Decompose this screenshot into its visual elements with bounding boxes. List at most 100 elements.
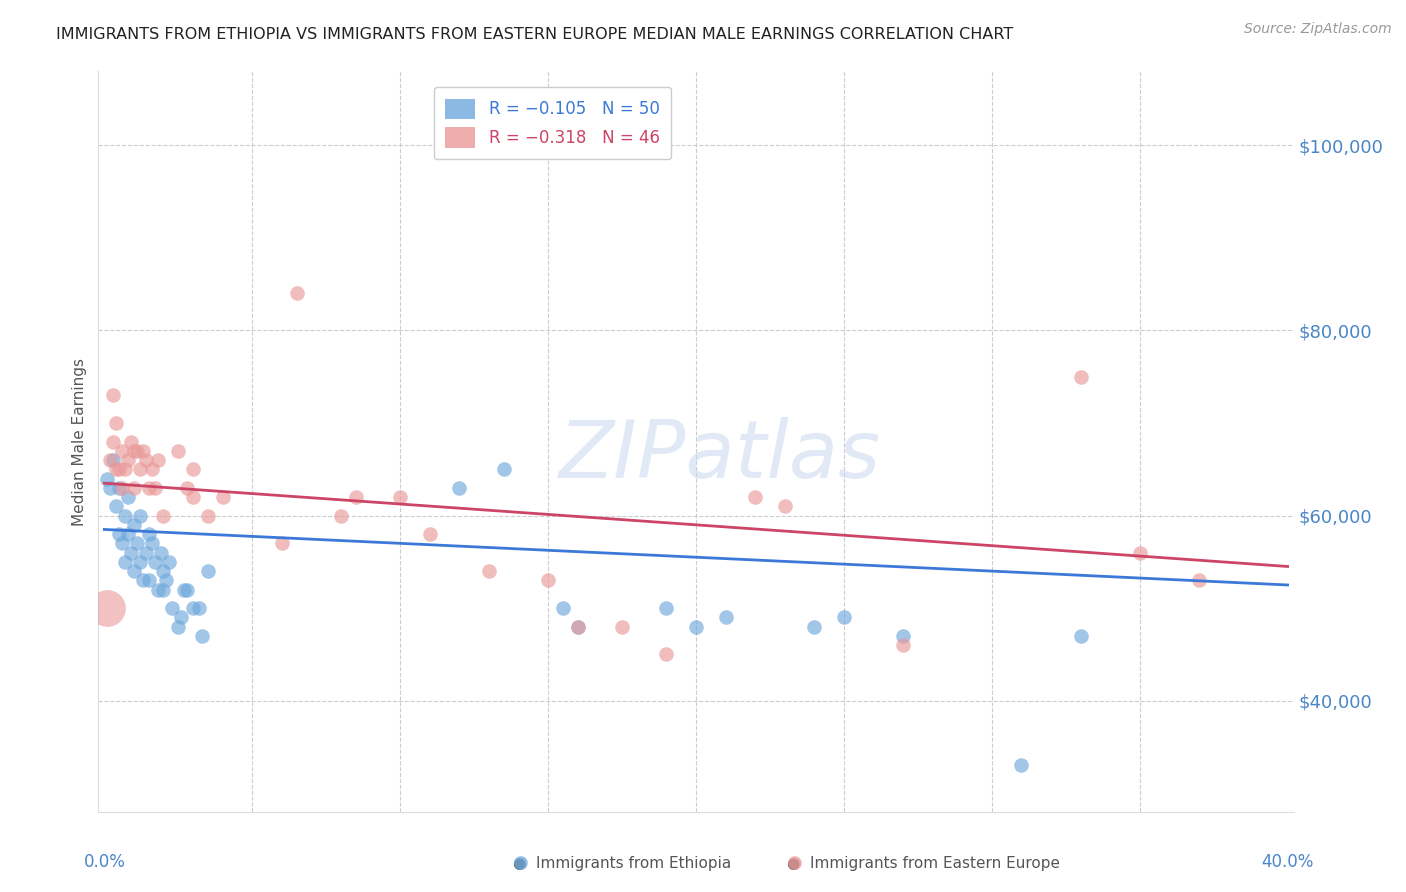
- Point: [655, 601, 678, 615]
- Point: [419, 527, 441, 541]
- Text: ●  Immigrants from Eastern Europe: ● Immigrants from Eastern Europe: [787, 856, 1060, 871]
- Point: [170, 610, 193, 624]
- Point: [135, 545, 157, 560]
- Point: [1010, 758, 1032, 772]
- Point: [152, 564, 174, 578]
- Point: [128, 462, 150, 476]
- Point: [96, 472, 118, 486]
- Point: [891, 629, 914, 643]
- Point: [191, 629, 214, 643]
- Point: [105, 462, 128, 476]
- Text: ●  Immigrants from Ethiopia: ● Immigrants from Ethiopia: [513, 856, 731, 871]
- Point: [114, 508, 136, 523]
- Point: [157, 555, 180, 569]
- Point: [103, 453, 125, 467]
- Point: [149, 545, 172, 560]
- Point: [211, 490, 233, 504]
- Point: [117, 527, 139, 541]
- Point: [181, 490, 204, 504]
- Point: [155, 574, 177, 588]
- Point: [103, 388, 125, 402]
- Point: [128, 555, 150, 569]
- Point: [744, 490, 766, 504]
- Point: [832, 610, 855, 624]
- Text: ZIPatlas: ZIPatlas: [558, 417, 882, 495]
- Point: [143, 481, 166, 495]
- Point: [285, 286, 308, 301]
- Point: [135, 453, 157, 467]
- Point: [98, 453, 121, 467]
- Point: [173, 582, 195, 597]
- Point: [125, 536, 148, 550]
- Text: Source: ZipAtlas.com: Source: ZipAtlas.com: [1244, 22, 1392, 37]
- Point: [141, 462, 163, 476]
- Point: [1188, 574, 1211, 588]
- Point: [1070, 369, 1092, 384]
- Point: [120, 545, 142, 560]
- Point: [181, 462, 204, 476]
- Point: [105, 500, 128, 514]
- Point: [114, 462, 136, 476]
- Point: [162, 601, 184, 615]
- Point: [152, 582, 174, 597]
- Point: [478, 564, 501, 578]
- Point: [125, 443, 148, 458]
- Text: ●: ●: [787, 855, 803, 872]
- Point: [891, 638, 914, 652]
- Text: 40.0%: 40.0%: [1261, 854, 1313, 871]
- Point: [105, 416, 128, 430]
- Point: [537, 574, 560, 588]
- Point: [685, 620, 707, 634]
- Point: [122, 564, 145, 578]
- Y-axis label: Median Male Earnings: Median Male Earnings: [72, 358, 87, 525]
- Point: [167, 443, 190, 458]
- Point: [98, 481, 121, 495]
- Point: [120, 434, 142, 449]
- Point: [108, 481, 131, 495]
- Point: [492, 462, 515, 476]
- Point: [111, 443, 134, 458]
- Point: [176, 582, 198, 597]
- Point: [122, 517, 145, 532]
- Point: [1070, 629, 1092, 643]
- Point: [143, 555, 166, 569]
- Point: [138, 574, 160, 588]
- Point: [176, 481, 198, 495]
- Point: [108, 527, 131, 541]
- Point: [567, 620, 589, 634]
- Point: [330, 508, 353, 523]
- Text: 0.0%: 0.0%: [83, 854, 125, 871]
- Point: [117, 453, 139, 467]
- Point: [655, 648, 678, 662]
- Point: [449, 481, 471, 495]
- Text: IMMIGRANTS FROM ETHIOPIA VS IMMIGRANTS FROM EASTERN EUROPE MEDIAN MALE EARNINGS : IMMIGRANTS FROM ETHIOPIA VS IMMIGRANTS F…: [56, 27, 1014, 42]
- Point: [122, 481, 145, 495]
- Point: [108, 462, 131, 476]
- Point: [567, 620, 589, 634]
- Point: [117, 490, 139, 504]
- Point: [714, 610, 737, 624]
- Point: [132, 443, 155, 458]
- Point: [197, 564, 219, 578]
- Point: [610, 620, 633, 634]
- Point: [551, 601, 574, 615]
- Point: [138, 481, 160, 495]
- Point: [96, 601, 118, 615]
- Point: [344, 490, 367, 504]
- Point: [270, 536, 292, 550]
- Point: [167, 620, 190, 634]
- Point: [389, 490, 412, 504]
- Point: [1129, 545, 1152, 560]
- Point: [146, 453, 169, 467]
- Point: [152, 508, 174, 523]
- Point: [138, 527, 160, 541]
- Point: [188, 601, 211, 615]
- Point: [181, 601, 204, 615]
- Point: [197, 508, 219, 523]
- Point: [803, 620, 825, 634]
- Point: [111, 536, 134, 550]
- Point: [141, 536, 163, 550]
- Point: [146, 582, 169, 597]
- Point: [103, 434, 125, 449]
- Text: ●: ●: [513, 855, 529, 872]
